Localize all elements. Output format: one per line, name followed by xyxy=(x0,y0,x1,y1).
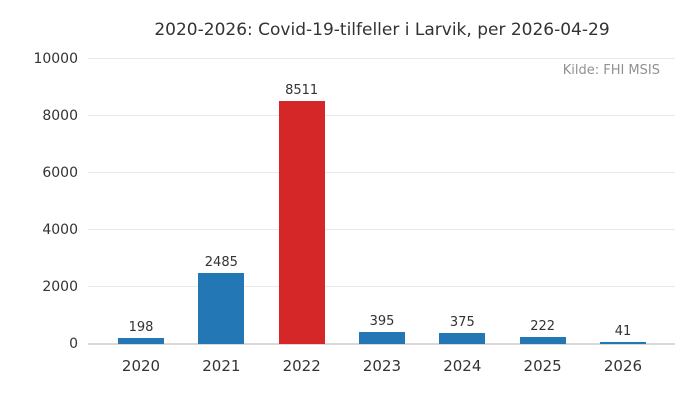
bar-2024 xyxy=(439,332,486,344)
bar-value-label: 41 xyxy=(614,324,632,340)
source-note: Kilde: FHI MSIS xyxy=(562,63,660,78)
y-tick-label: 2000 xyxy=(42,278,78,295)
gridline xyxy=(88,58,675,59)
x-tick-label: 2021 xyxy=(202,357,241,375)
y-tick-label: 4000 xyxy=(42,221,78,238)
y-tick-label: 0 xyxy=(69,335,78,352)
x-tick-label: 2026 xyxy=(603,357,643,375)
x-tick-label: 2020 xyxy=(121,357,161,375)
x-tick-label: 2023 xyxy=(362,357,402,375)
bar-2021 xyxy=(198,272,245,344)
x-tick-label: 2022 xyxy=(282,357,321,375)
bar-2022 xyxy=(278,100,325,344)
bar-value-label: 395 xyxy=(369,314,395,330)
gridline xyxy=(88,286,675,287)
bar-2025 xyxy=(519,337,566,344)
y-tick-label: 6000 xyxy=(42,164,78,181)
chart-title: 2020-2026: Covid-19-tilfeller i Larvik, … xyxy=(154,20,610,40)
gridline xyxy=(88,115,675,116)
bar-2020 xyxy=(118,337,164,344)
bar-2026 xyxy=(599,342,646,344)
bar-value-label: 198 xyxy=(128,319,154,335)
y-tick-label: 8000 xyxy=(42,107,78,124)
y-tick-label: 10000 xyxy=(33,50,78,67)
gridline xyxy=(88,172,675,173)
bar-value-label: 2485 xyxy=(204,254,238,270)
bar-value-label: 375 xyxy=(449,314,475,330)
bar-value-label: 8511 xyxy=(285,82,319,98)
bar-value-label: 222 xyxy=(530,319,556,335)
bar-2023 xyxy=(358,332,405,344)
x-tick-label: 2025 xyxy=(523,357,562,375)
gridline xyxy=(88,229,675,230)
x-tick-label: 2024 xyxy=(443,357,482,375)
